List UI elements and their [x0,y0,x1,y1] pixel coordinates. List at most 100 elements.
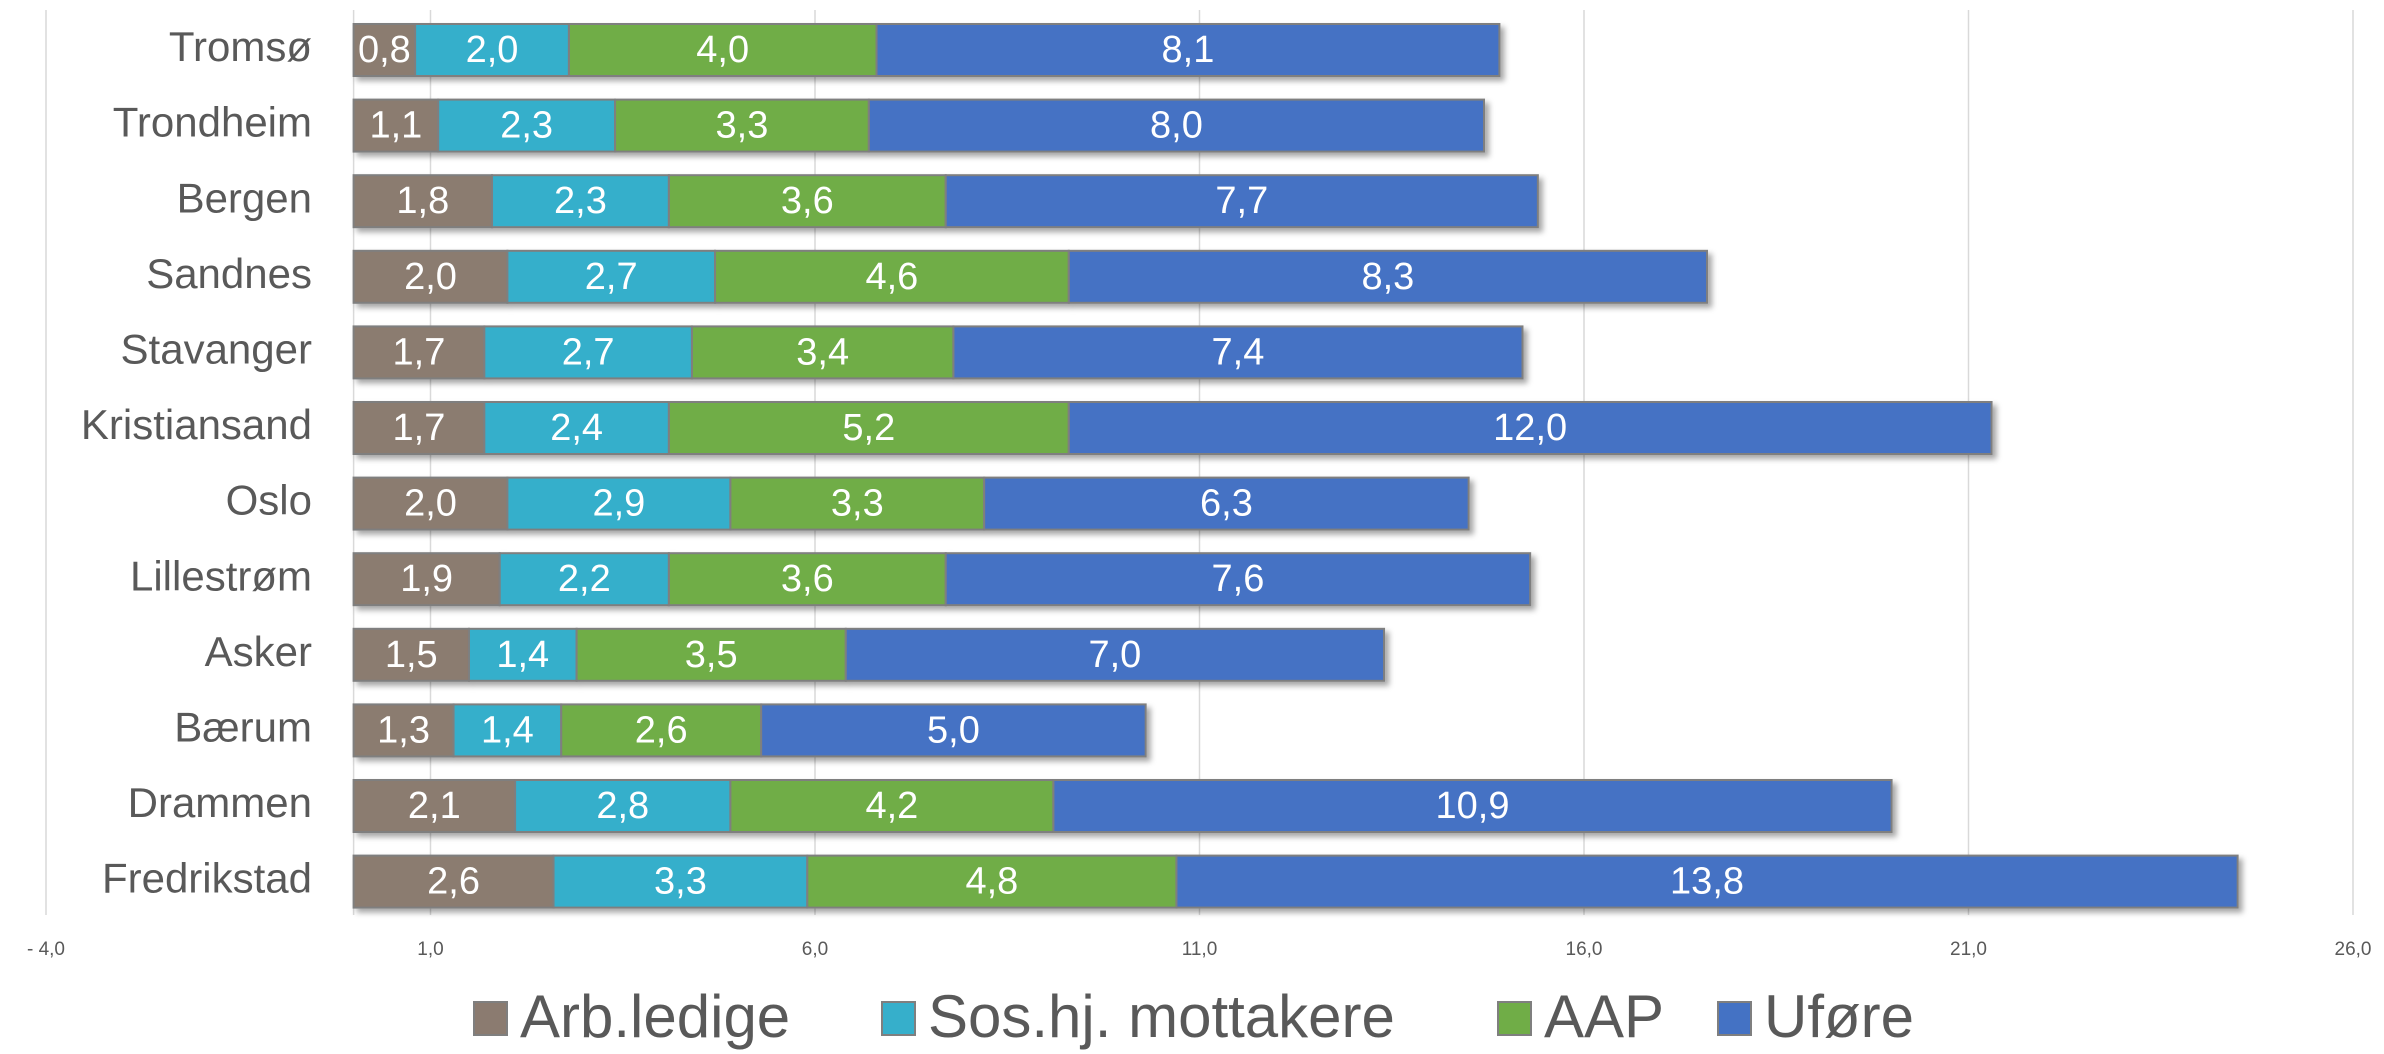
category-label: Lillestrøm [130,552,312,599]
bar-segment [729,476,986,531]
data-label: 1,1 [369,105,422,147]
data-label: 2,3 [500,105,553,147]
bar-segment [352,779,517,833]
bar-segment [1175,854,2239,909]
bar-segment [560,703,763,758]
bar-row [352,23,1501,77]
legend-label: AAP [1544,983,1664,1050]
data-label: 5,2 [842,407,895,449]
bar-segment [714,249,1070,304]
category-label: Asker [205,628,312,675]
data-label: 2,2 [558,558,611,600]
data-label: 8,3 [1361,256,1414,298]
data-label: 1,5 [385,634,438,676]
bar-segment [875,23,1501,77]
data-label: 3,5 [685,634,738,676]
x-tick-label: 1,0 [417,939,443,960]
data-label: 1,7 [393,331,446,373]
data-label: 2,0 [404,483,457,525]
bar-segment [552,854,809,909]
legend-label: Arb.ledige [520,983,790,1050]
bar-segment [352,703,455,758]
data-label: 10,9 [1436,785,1510,827]
data-label: 2,7 [585,256,638,298]
data-label: 1,4 [481,709,534,751]
bar-segment [483,325,693,380]
x-tick-label: 6,0 [802,939,828,960]
bar-segment [952,325,1524,380]
bar-row [352,325,1524,380]
bar-segment [1067,249,1709,304]
bar-segment [352,476,509,531]
bar-segment [352,325,486,380]
category-label: Drammen [128,779,312,826]
category-label: Fredrikstad [102,855,312,902]
category-label: Trondheim [113,99,312,146]
bar-segment [506,476,732,531]
bar-segment [614,98,870,153]
category-label: Sandnes [146,250,312,297]
bar-segment [452,703,563,758]
data-label: 0,8 [358,29,411,71]
data-label: 7,0 [1088,634,1141,676]
bar-segment [760,703,1147,758]
bar-segment [514,779,732,833]
data-label: 5,0 [927,709,980,751]
x-tick-label: 16,0 [1566,939,1603,960]
bar-segment [352,552,501,607]
data-label: 1,9 [400,558,453,600]
data-label: 13,8 [1670,861,1744,903]
data-label: 4,0 [696,29,749,71]
bar-segment [437,98,617,153]
data-label: 1,8 [396,180,449,222]
bar-segment [667,552,947,607]
bar-segment [1067,401,1993,455]
category-label: Bærum [174,703,312,750]
bar-segment [498,552,670,607]
data-label: 2,4 [550,407,603,449]
legend-swatch [1717,1001,1752,1036]
data-label: 7,4 [1212,331,1265,373]
legend-label: Sos.hj. mottakere [928,983,1395,1050]
bar-row [352,779,1893,833]
data-label: 2,8 [596,785,649,827]
bar-segment [867,98,1486,153]
category-label: Tromsø [169,23,312,70]
bar-segment [414,23,570,77]
data-label: 3,6 [781,180,834,222]
data-label: 12,0 [1493,407,1567,449]
legend-swatch [473,1001,508,1036]
bar-segment [690,325,955,380]
bar-row [352,401,1993,455]
data-label: 2,7 [562,331,615,373]
data-label: 4,2 [865,785,918,827]
category-label: Stavanger [121,325,312,372]
bar-row [352,174,1539,229]
data-label: 2,0 [404,256,457,298]
bar-segment [667,401,1070,455]
bar-segment [352,23,417,77]
x-tick-label: 11,0 [1182,939,1218,960]
data-label: 3,3 [654,861,707,903]
data-label: 8,0 [1150,105,1203,147]
data-label: 2,6 [635,709,688,751]
bar-segment [983,476,1470,531]
bar-segment [806,854,1178,909]
bar-row [352,249,1709,304]
data-label: 4,6 [865,256,918,298]
bar-segment [729,779,1055,833]
legend-swatch [881,1001,916,1036]
data-label: 1,7 [393,407,446,449]
bar-row [352,552,1532,607]
data-label: 8,1 [1162,29,1215,71]
legend-swatch [1497,1001,1532,1036]
legend-label: Uføre [1764,983,1914,1050]
bar-row [352,98,1486,153]
data-label: 2,6 [427,861,480,903]
data-label: 3,3 [831,483,884,525]
x-tick-label: - 4,0 [27,939,65,960]
bar-segment [944,174,1539,229]
x-tick-label: 26,0 [2335,939,2372,960]
bar-segment [506,249,717,304]
